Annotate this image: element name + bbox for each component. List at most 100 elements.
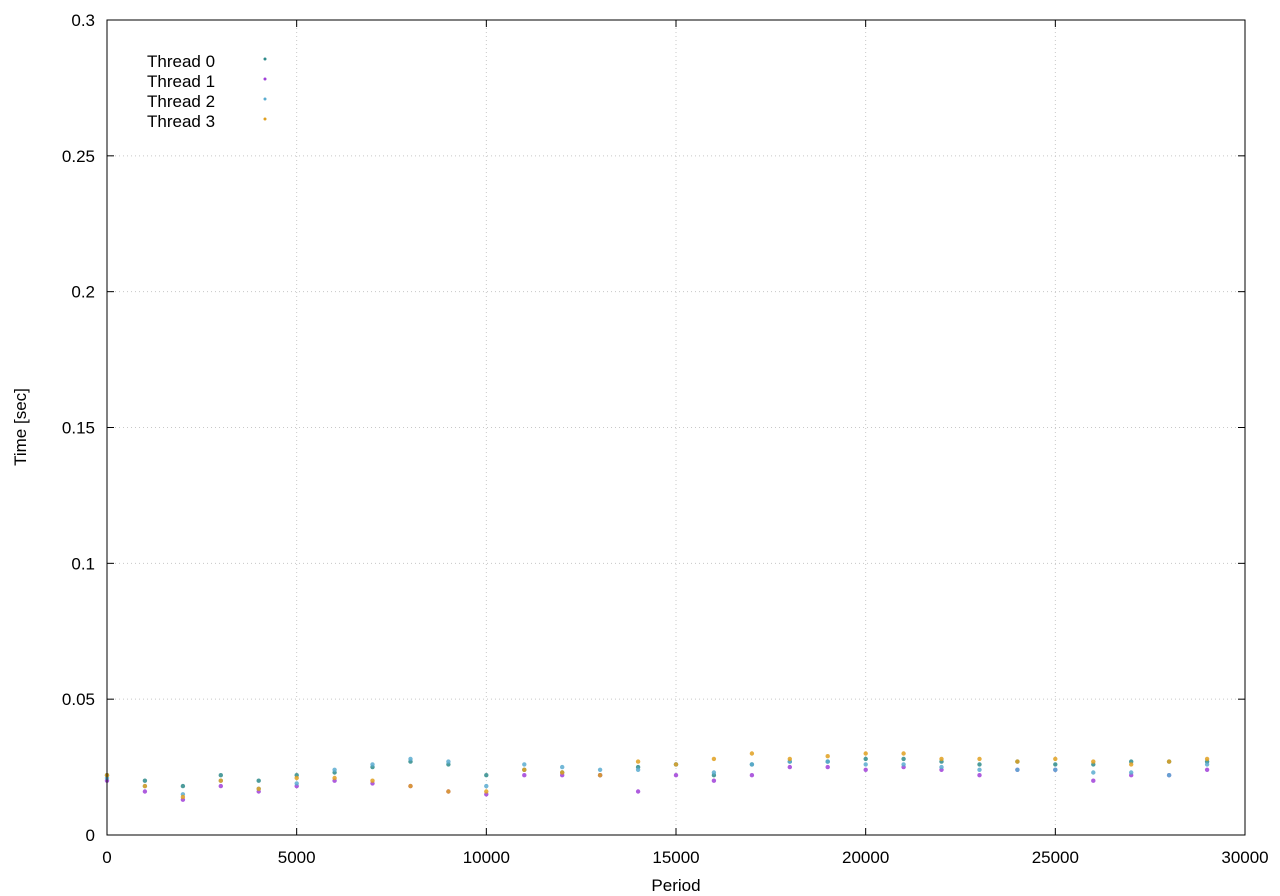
series-2-point	[901, 762, 906, 767]
series-3-point	[825, 754, 830, 759]
series-3-point	[522, 767, 527, 772]
series-2-point	[749, 762, 755, 767]
y-tick-label: 0.1	[71, 554, 95, 573]
series-3-point	[1091, 759, 1096, 764]
series-1-point	[711, 778, 717, 783]
y-tick-label: 0.25	[62, 147, 95, 166]
series-1	[104, 764, 1210, 802]
y-tick-label: 0.05	[62, 690, 95, 709]
series-1-point	[863, 767, 868, 772]
series-3-point	[977, 756, 982, 762]
data-points	[104, 751, 1210, 802]
series-3-point	[1015, 759, 1020, 764]
series-2-point	[977, 767, 982, 772]
series-0-point	[180, 783, 186, 789]
grid	[107, 20, 1245, 835]
legend-marker	[263, 77, 267, 81]
x-axis-label: Period	[651, 876, 700, 895]
series-0-point	[1053, 762, 1058, 767]
series-1-point	[1204, 767, 1210, 772]
series-2-point	[635, 767, 641, 772]
series-2-point	[1129, 770, 1134, 775]
series-0-point	[218, 773, 223, 778]
series-1-point	[142, 789, 148, 794]
legend-marker	[263, 57, 267, 61]
series-0-point	[901, 756, 906, 762]
legend-label: Thread 1	[147, 72, 215, 91]
series-0-point	[142, 778, 148, 783]
series-2-point	[408, 756, 413, 762]
series-3-point	[180, 794, 186, 800]
series-1-point	[218, 783, 223, 789]
y-tick-label: 0.2	[71, 283, 95, 302]
series-2-point	[1053, 767, 1058, 772]
x-tick-label: 30000	[1221, 848, 1268, 867]
series-2	[104, 756, 1210, 797]
legend-marker	[263, 97, 267, 101]
series-0-point	[863, 756, 868, 762]
series-1-point	[787, 764, 792, 770]
x-tick-label: 15000	[652, 848, 699, 867]
x-tick-label: 5000	[278, 848, 316, 867]
series-1-point	[749, 773, 755, 778]
series-3-point	[294, 775, 299, 781]
series-3-point	[408, 783, 413, 789]
series-2-point	[1166, 773, 1172, 778]
legend-marker	[263, 117, 267, 121]
series-3-point	[256, 786, 261, 791]
x-tick-label: 20000	[842, 848, 889, 867]
series-2-point	[370, 762, 375, 767]
series-1-point	[977, 773, 982, 778]
x-tick-label: 25000	[1032, 848, 1079, 867]
series-0-point	[977, 762, 982, 767]
series-3-point	[635, 759, 641, 764]
series-2-point	[1204, 762, 1210, 767]
series-3-point	[484, 789, 489, 794]
series-2-point	[711, 770, 717, 775]
y-tick-label: 0.15	[62, 419, 95, 438]
y-axis-label: Time [sec]	[11, 388, 30, 466]
series-2-point	[294, 781, 299, 786]
series-3-point	[711, 756, 717, 762]
series-2-point	[1015, 767, 1020, 772]
series-2-point	[597, 767, 603, 772]
series-3-point	[1204, 756, 1210, 762]
legend-label: Thread 2	[147, 92, 215, 111]
series-3-point	[749, 751, 755, 756]
series-3-point	[901, 751, 906, 756]
series-3-point	[446, 789, 451, 794]
series-0	[104, 756, 1210, 789]
series-3-point	[863, 751, 868, 756]
series-3-point	[1053, 756, 1058, 762]
series-2-point	[446, 759, 451, 764]
y-tick-label: 0	[86, 826, 95, 845]
series-1-point	[522, 773, 527, 778]
y-tick-label: 0.3	[71, 11, 95, 30]
series-1-point	[673, 773, 679, 778]
series-3-point	[673, 762, 679, 767]
series-2-point	[863, 762, 868, 767]
series-2-point	[939, 764, 944, 770]
series-3-point	[597, 773, 603, 778]
series-2-point	[332, 767, 337, 772]
series-3-point	[332, 775, 337, 781]
series-1-point	[1091, 778, 1096, 783]
series-1-point	[635, 789, 641, 794]
series-3-point	[370, 778, 375, 783]
series-3-point	[218, 778, 223, 783]
series-1-point	[825, 764, 830, 770]
series-3-point	[939, 756, 944, 762]
series-3-point	[1166, 759, 1172, 764]
axis-ticks	[106, 19, 1246, 836]
series-0-point	[256, 778, 261, 783]
series-2-point	[522, 762, 527, 767]
series-2-point	[484, 783, 489, 789]
series-3-point	[787, 756, 792, 762]
series-2-point	[825, 759, 830, 764]
series-2-point	[560, 764, 565, 770]
series-3-point	[560, 770, 565, 775]
x-tick-label: 10000	[463, 848, 510, 867]
legend-label: Thread 0	[147, 52, 215, 71]
